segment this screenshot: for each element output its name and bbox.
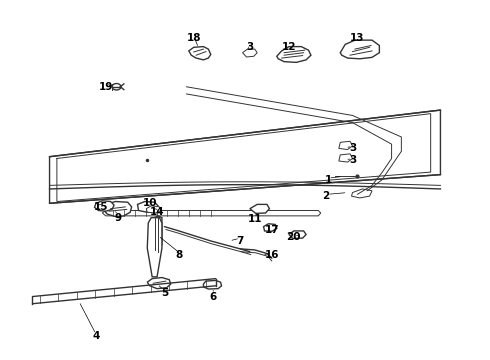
Text: 12: 12: [282, 42, 296, 52]
Polygon shape: [151, 216, 162, 252]
Text: 4: 4: [92, 331, 99, 341]
Polygon shape: [339, 141, 352, 149]
Polygon shape: [147, 278, 171, 289]
Polygon shape: [147, 206, 161, 213]
Polygon shape: [203, 280, 221, 289]
Polygon shape: [189, 46, 211, 60]
Text: 16: 16: [265, 250, 279, 260]
Polygon shape: [49, 110, 441, 203]
Text: 13: 13: [350, 33, 365, 43]
Text: 9: 9: [114, 213, 122, 222]
Text: 1: 1: [324, 175, 332, 185]
Polygon shape: [243, 49, 257, 57]
Text: 15: 15: [94, 202, 108, 212]
Polygon shape: [103, 202, 132, 217]
Text: 18: 18: [187, 33, 201, 43]
Text: 19: 19: [98, 82, 113, 92]
Polygon shape: [147, 218, 162, 277]
Polygon shape: [351, 189, 372, 198]
Text: 10: 10: [143, 198, 157, 208]
Text: 5: 5: [161, 288, 168, 298]
Polygon shape: [340, 40, 379, 59]
Polygon shape: [289, 231, 306, 238]
Polygon shape: [264, 224, 277, 231]
Polygon shape: [339, 154, 352, 162]
Polygon shape: [250, 204, 270, 213]
Text: 2: 2: [322, 191, 329, 201]
Text: 3: 3: [246, 42, 253, 52]
Text: 20: 20: [287, 232, 301, 242]
Polygon shape: [277, 46, 311, 62]
Text: 17: 17: [265, 225, 279, 235]
Text: 3: 3: [349, 155, 356, 165]
Text: 14: 14: [150, 207, 164, 217]
Polygon shape: [102, 211, 321, 216]
Polygon shape: [138, 202, 158, 212]
Text: 3: 3: [349, 143, 356, 153]
Polygon shape: [95, 201, 114, 211]
Text: 8: 8: [175, 250, 183, 260]
Text: 6: 6: [210, 292, 217, 302]
Text: 11: 11: [247, 215, 262, 224]
Text: 7: 7: [237, 236, 244, 246]
